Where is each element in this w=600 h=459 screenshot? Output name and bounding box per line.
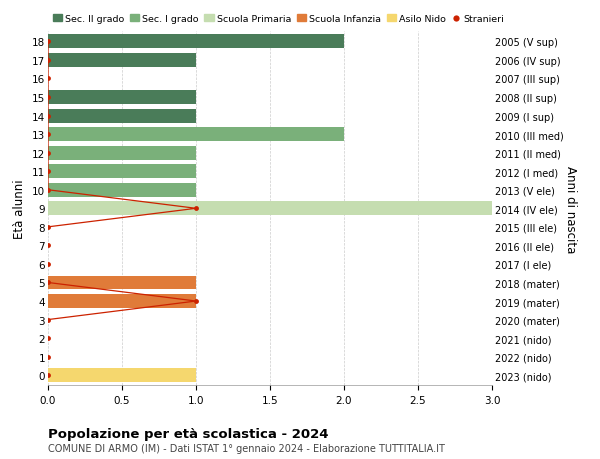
Bar (48, 146, 196, 160)
Bar (48, 35, 344, 49)
Bar (48, 54, 196, 68)
Bar (48, 91, 196, 105)
Text: Popolazione per età scolastica - 2024: Popolazione per età scolastica - 2024 (48, 427, 329, 440)
Bar (48, 109, 196, 123)
Legend: Sec. II grado, Sec. I grado, Scuola Primaria, Scuola Infanzia, Asilo Nido, Stran: Sec. II grado, Sec. I grado, Scuola Prim… (53, 15, 505, 24)
Bar (48, 184, 196, 197)
Bar (48, 294, 196, 308)
Y-axis label: Anni di nascita: Anni di nascita (565, 165, 577, 252)
Y-axis label: Età alunni: Età alunni (13, 179, 26, 239)
Text: COMUNE DI ARMO (IM) - Dati ISTAT 1° gennaio 2024 - Elaborazione TUTTITALIA.IT: COMUNE DI ARMO (IM) - Dati ISTAT 1° genn… (48, 443, 445, 453)
Bar (48, 165, 196, 179)
Bar (48, 276, 196, 290)
Bar (48, 202, 492, 216)
Bar (48, 128, 344, 142)
Bar (48, 369, 196, 382)
